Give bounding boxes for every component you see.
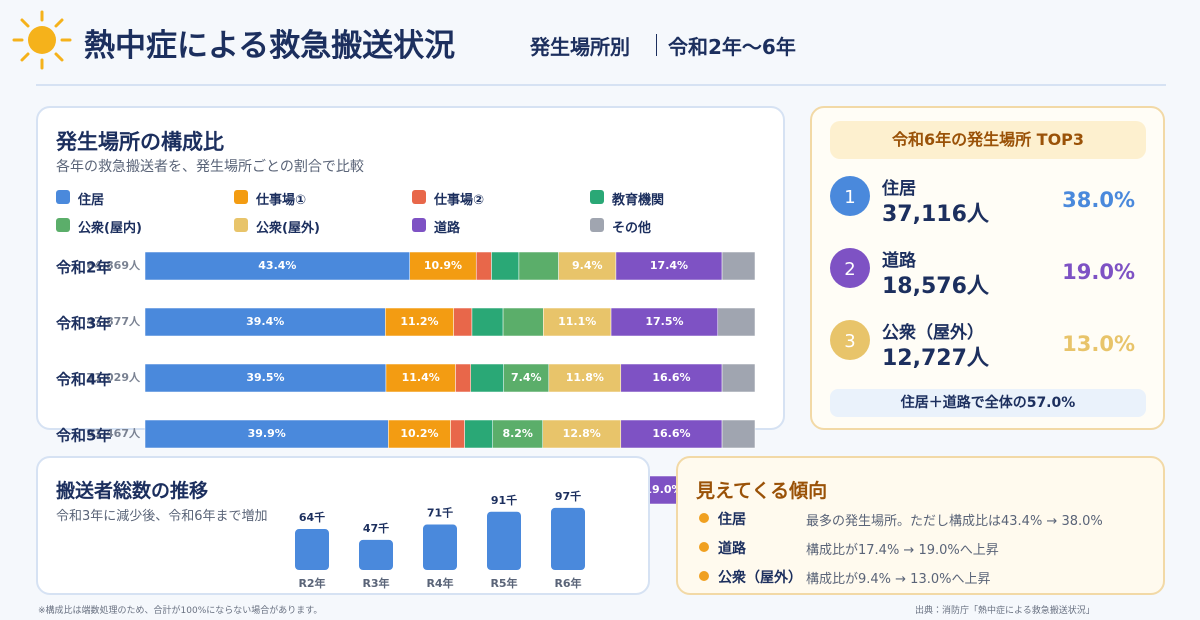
legend-label: 住居 <box>78 193 105 208</box>
divider <box>656 34 657 56</box>
card-subtitle: 各年の救急搬送者を、発生場所ごとの割合で比較 <box>56 159 364 175</box>
trend-label: 住居 <box>718 512 746 528</box>
sun-icon <box>12 10 72 70</box>
legend-swatch <box>234 190 248 204</box>
source: 出典：消防庁「熱中症による救急搬送状況」 <box>915 606 1095 616</box>
place-share: 13.0% <box>1062 332 1135 356</box>
legend-swatch <box>590 190 604 204</box>
trend-title: 見えてくる傾向 <box>696 480 828 502</box>
top3-title: 令和6年の発生場所 TOP3 <box>830 121 1146 159</box>
legend-label: 公衆(屋内) <box>78 221 142 236</box>
trend-text: 最多の発生場所。ただし構成比は43.4% → 38.0% <box>806 514 1103 529</box>
place-share: 19.0% <box>1062 260 1135 284</box>
trend-text: 構成比が9.4% → 13.0%へ上昇 <box>806 572 991 587</box>
legend-label: 仕事場② <box>434 193 485 208</box>
trend-label: 公衆（屋外） <box>718 570 802 586</box>
bullet <box>699 571 709 581</box>
composition-card: 発生場所の構成比 各年の救急搬送者を、発生場所ごとの割合で比較 住居 仕事場① 仕事… <box>36 106 785 430</box>
legend-label: その他 <box>612 221 652 236</box>
legend-swatch <box>234 218 248 232</box>
legend-label: 教育機関 <box>612 193 665 208</box>
card-title: 発生場所の構成比 <box>56 130 224 154</box>
rank-badge: 3 <box>830 320 870 360</box>
legend-swatch <box>56 218 70 232</box>
footnote: ※構成比は端数処理のため、合計が100%にならない場合があります。 <box>38 606 323 616</box>
page-period: 令和2年〜6年 <box>668 35 796 59</box>
place-count: 18,576人 <box>882 274 989 299</box>
header-rule <box>36 84 1166 86</box>
top3-card: 令和6年の発生場所 TOP3 1 住居 37,116人 38.0% 2 道路 18,576人… <box>810 106 1165 430</box>
legend-label: 仕事場① <box>256 193 307 208</box>
legend-swatch <box>590 218 604 232</box>
place-name: 公衆（屋外） <box>882 323 984 343</box>
card-subtitle: 令和3年に減少後、令和6年まで増加 <box>56 509 268 524</box>
place-count: 12,727人 <box>882 346 989 371</box>
bullet <box>699 513 709 523</box>
legend-label: 道路 <box>434 221 461 236</box>
total-card: 搬送者総数の推移 令和3年に減少後、令和6年まで増加 <box>36 456 650 595</box>
rank-badge: 1 <box>830 176 870 216</box>
page-subtitle: 発生場所別 <box>530 35 630 59</box>
place-share: 38.0% <box>1062 188 1135 212</box>
place-name: 住居 <box>882 179 916 199</box>
legend-swatch <box>412 218 426 232</box>
bullet <box>699 542 709 552</box>
legend-swatch <box>412 190 426 204</box>
trend-label: 道路 <box>718 541 746 557</box>
card-title: 搬送者総数の推移 <box>56 480 209 502</box>
legend-label: 公衆(屋外) <box>256 221 320 236</box>
legend-swatch <box>56 190 70 204</box>
trend-text: 構成比が17.4% → 19.0%へ上昇 <box>806 543 999 558</box>
trend-card: 見えてくる傾向 住居 最多の発生場所。ただし構成比は43.4% → 38.0% 道路… <box>676 456 1165 595</box>
page-title: 熱中症による救急搬送状況 <box>84 28 456 64</box>
top3-note: 住居＋道路で全体の57.0% <box>830 389 1146 417</box>
rank-badge: 2 <box>830 248 870 288</box>
place-count: 37,116人 <box>882 202 989 227</box>
place-name: 道路 <box>882 251 916 271</box>
